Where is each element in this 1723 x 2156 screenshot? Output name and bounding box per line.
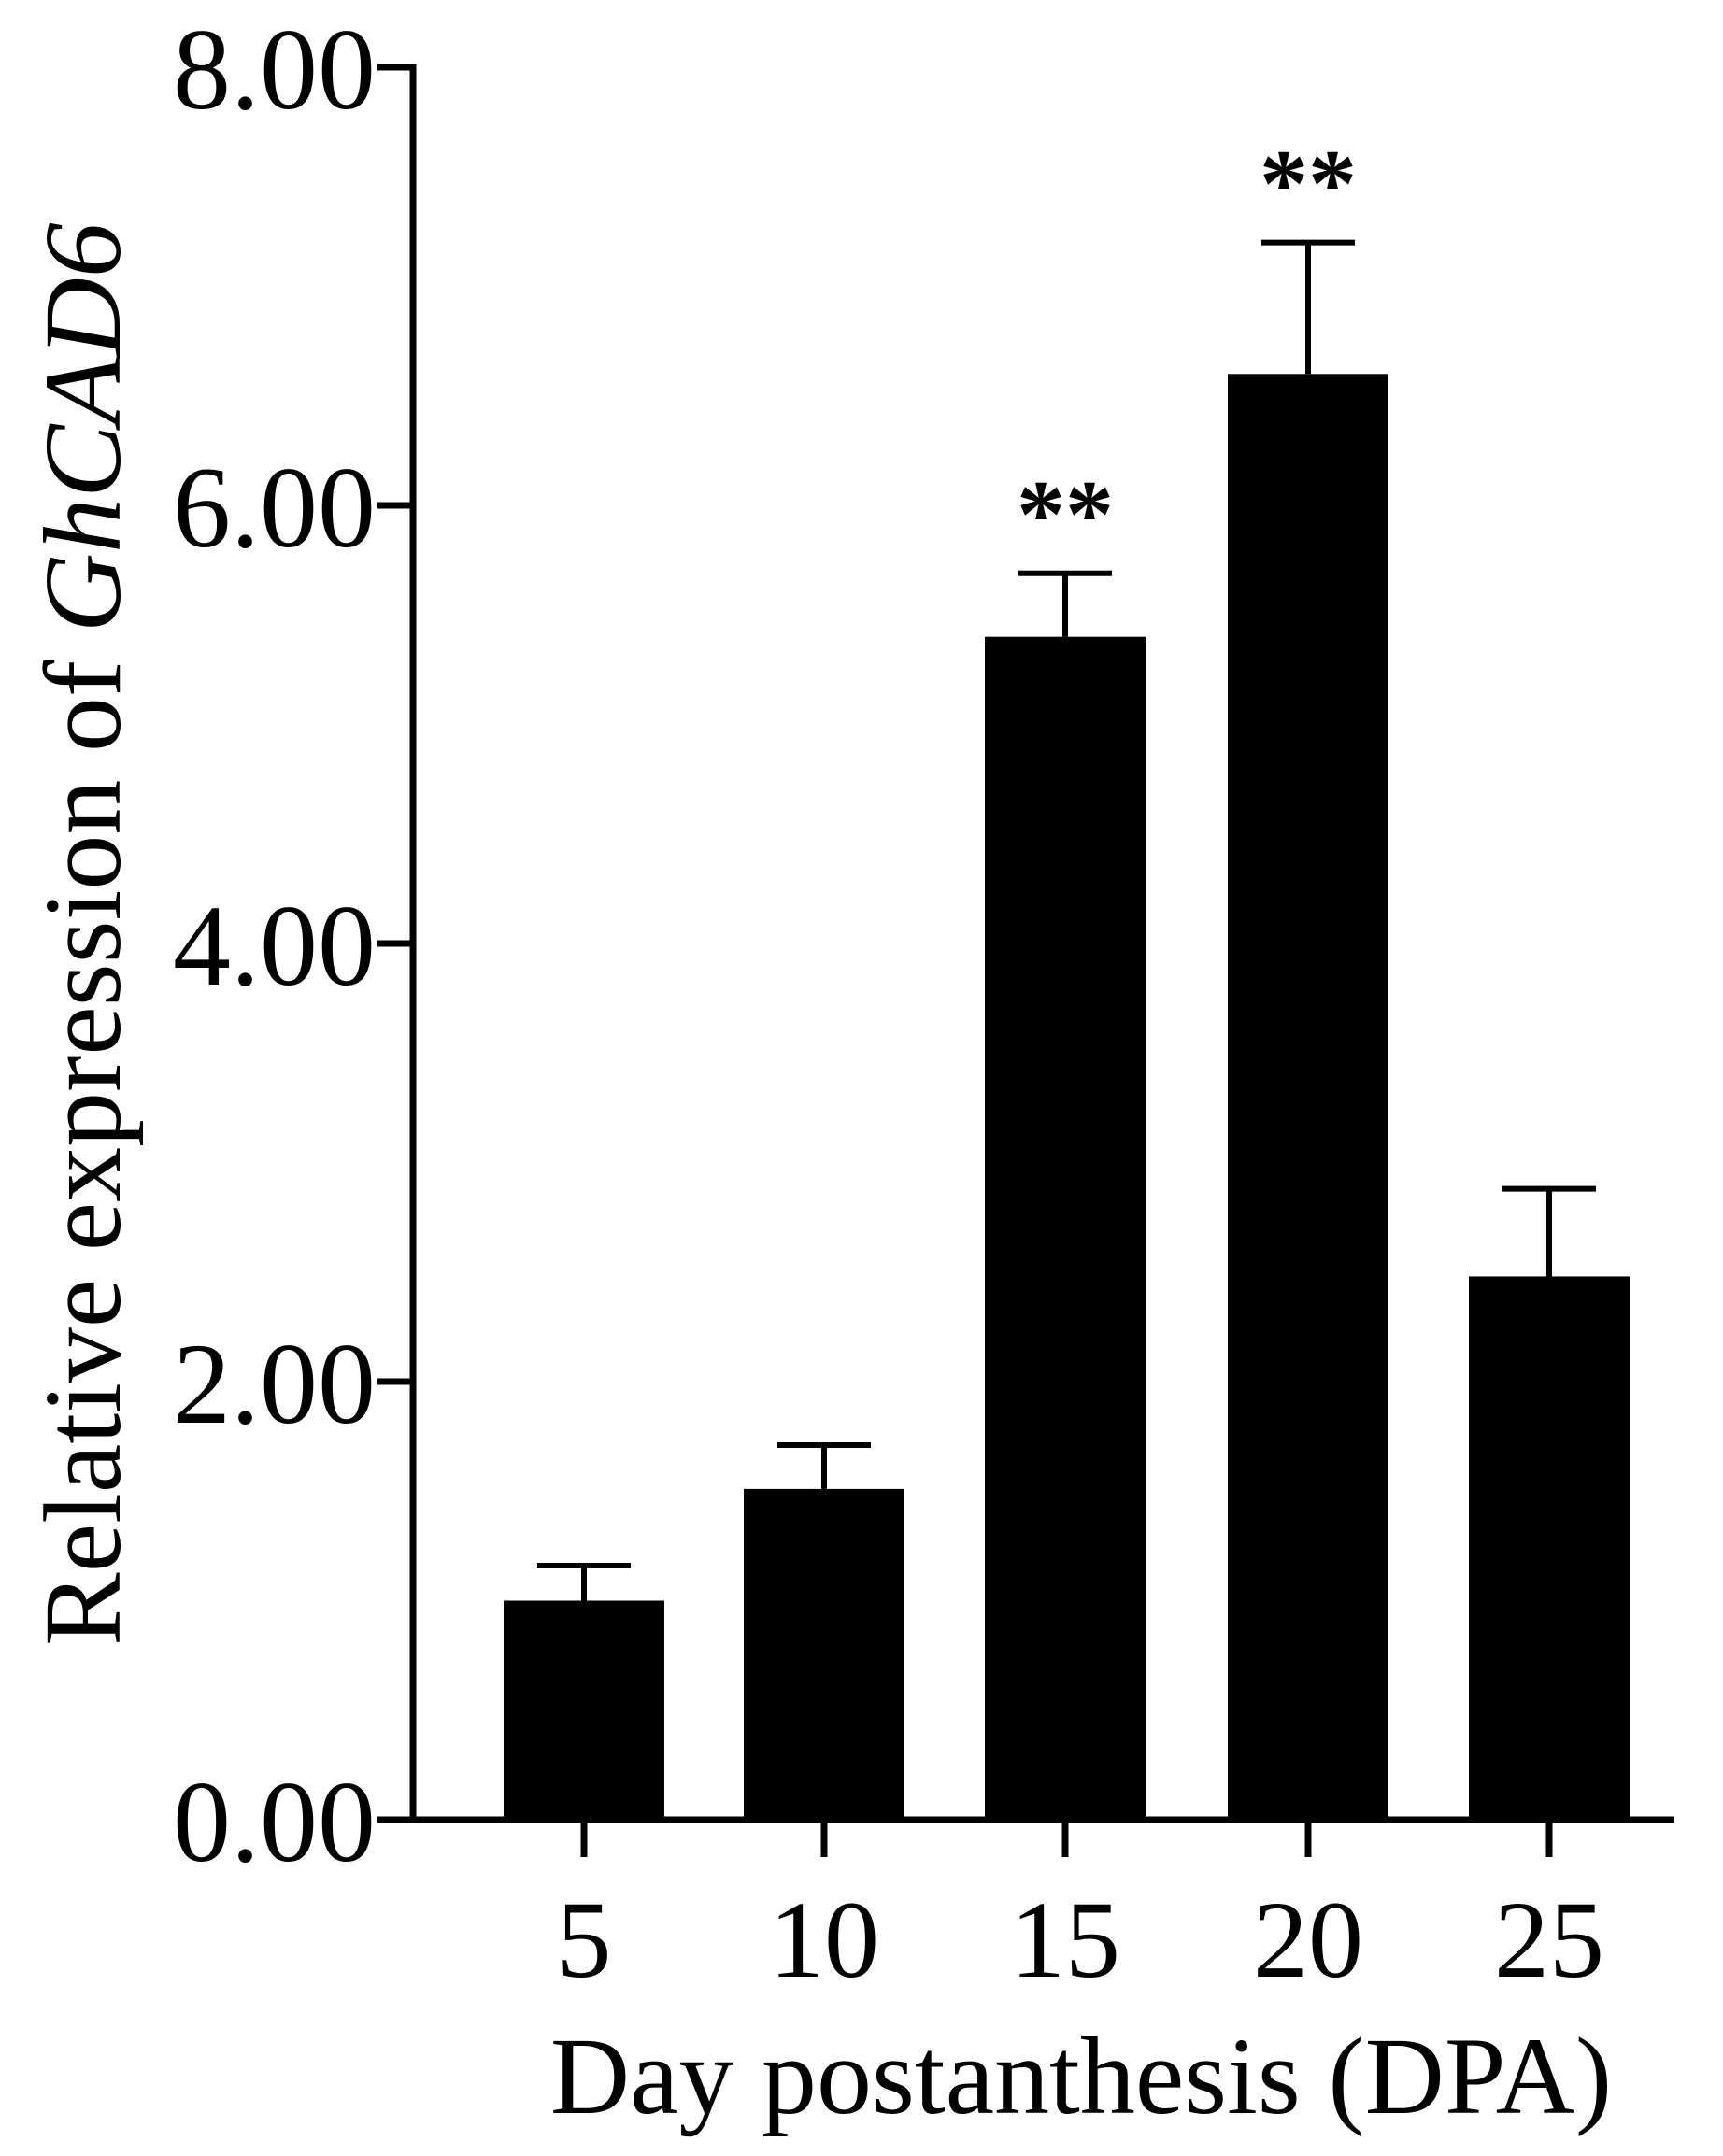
x-tick-label: 25 bbox=[1494, 1879, 1604, 2001]
y-axis-title: Relative expression of GhCAD6 bbox=[21, 222, 144, 1646]
bar bbox=[504, 1600, 664, 1820]
significance-layer: ** ** bbox=[1017, 131, 1357, 569]
y-tick-label: 6.00 bbox=[173, 444, 376, 572]
y-tick-label: 0.00 bbox=[173, 1758, 376, 1886]
bar bbox=[1228, 374, 1388, 1820]
x-tick-label: 5 bbox=[557, 1879, 612, 2001]
y-tick-label: 4.00 bbox=[173, 882, 376, 1010]
y-tick-label: 2.00 bbox=[173, 1320, 376, 1448]
significance-mark: ** bbox=[1260, 131, 1357, 238]
y-tick-label: 8.00 bbox=[173, 6, 376, 134]
x-axis-title: Day postanthesis (DPA) bbox=[550, 2015, 1612, 2137]
y-axis-title-prefix: Relative expression of bbox=[21, 632, 144, 1646]
y-ticks-layer: 0.00 2.00 4.00 6.00 8.00 bbox=[173, 6, 413, 1886]
x-tick-label: 15 bbox=[1010, 1879, 1120, 2001]
x-ticks-layer: 5 10 15 20 25 bbox=[557, 1820, 1604, 2001]
y-axis-title-gene: GhCAD6 bbox=[21, 222, 144, 632]
error-bars-layer bbox=[537, 239, 1596, 1601]
bar bbox=[985, 636, 1146, 1821]
bar bbox=[1469, 1276, 1630, 1820]
x-tick-label: 10 bbox=[769, 1879, 879, 2001]
bar bbox=[744, 1488, 904, 1820]
bars-layer bbox=[504, 374, 1630, 1821]
x-tick-label: 20 bbox=[1253, 1879, 1363, 2001]
significance-mark: ** bbox=[1017, 461, 1114, 569]
